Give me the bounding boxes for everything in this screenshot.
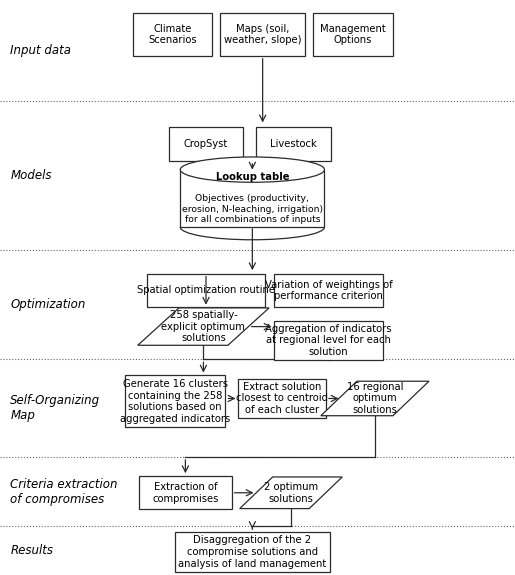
Text: Spatial optimization routine: Spatial optimization routine (137, 285, 275, 296)
Text: Generate 16 clusters
containing the 258
solutions based on
aggregated indicators: Generate 16 clusters containing the 258 … (120, 379, 230, 424)
Text: Objectives (productivity,
erosion, N-leaching, irrigation)
for all combinations : Objectives (productivity, erosion, N-lea… (182, 194, 323, 224)
Text: Extraction of
compromises: Extraction of compromises (152, 482, 218, 504)
FancyBboxPatch shape (256, 126, 331, 161)
FancyBboxPatch shape (274, 321, 383, 360)
Text: 258 spatially-
explicit optimum
solutions: 258 spatially- explicit optimum solution… (162, 310, 245, 343)
Ellipse shape (180, 157, 324, 182)
FancyBboxPatch shape (274, 274, 383, 307)
Text: Models: Models (10, 169, 52, 182)
Text: Results: Results (10, 544, 53, 557)
Text: Livestock: Livestock (270, 139, 317, 149)
Polygon shape (138, 308, 269, 345)
Text: Criteria extraction
of compromises: Criteria extraction of compromises (10, 478, 118, 505)
Polygon shape (239, 477, 342, 509)
FancyBboxPatch shape (180, 170, 324, 227)
Text: Extract solution
closest to centroid
of each cluster: Extract solution closest to centroid of … (236, 382, 328, 415)
Text: CropSyst: CropSyst (184, 139, 228, 149)
Text: Aggregation of indicators
at regional level for each
solution: Aggregation of indicators at regional le… (265, 324, 392, 357)
FancyBboxPatch shape (125, 375, 226, 427)
FancyBboxPatch shape (238, 379, 326, 418)
FancyBboxPatch shape (139, 476, 232, 509)
FancyBboxPatch shape (133, 13, 212, 56)
Polygon shape (321, 381, 429, 416)
FancyBboxPatch shape (168, 126, 243, 161)
FancyBboxPatch shape (147, 274, 265, 307)
Text: Disaggregation of the 2
compromise solutions and
analysis of land management: Disaggregation of the 2 compromise solut… (178, 535, 327, 569)
Text: Lookup table: Lookup table (216, 172, 289, 182)
Text: Optimization: Optimization (10, 298, 85, 311)
FancyBboxPatch shape (220, 13, 305, 56)
FancyBboxPatch shape (175, 532, 330, 572)
Text: Self-Organizing
Map: Self-Organizing Map (10, 394, 100, 422)
Text: Input data: Input data (10, 44, 71, 57)
Text: Climate
Scenarios: Climate Scenarios (148, 24, 197, 45)
Text: Maps (soil,
weather, slope): Maps (soil, weather, slope) (224, 24, 301, 45)
Text: Management
Options: Management Options (320, 24, 386, 45)
Text: 2 optimum
solutions: 2 optimum solutions (264, 482, 318, 504)
FancyBboxPatch shape (313, 13, 393, 56)
Text: 16 regional
optimum
solutions: 16 regional optimum solutions (347, 382, 403, 415)
Text: Variation of weightings of
performance criterion: Variation of weightings of performance c… (265, 279, 392, 301)
